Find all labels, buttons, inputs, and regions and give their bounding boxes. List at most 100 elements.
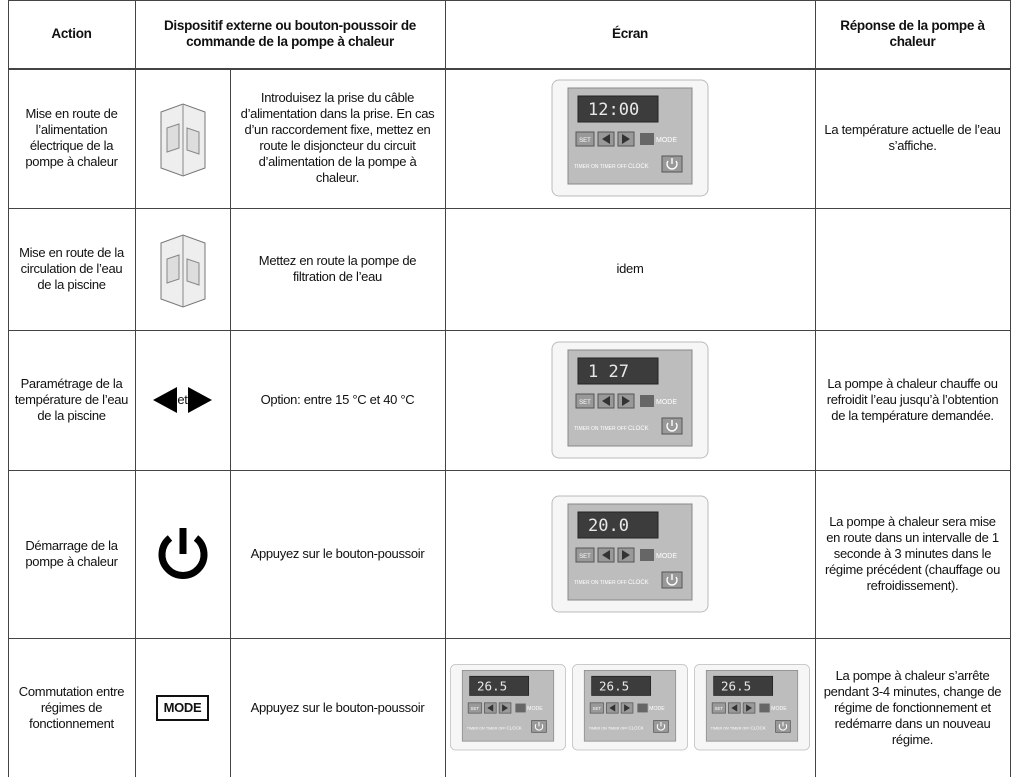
arrow-right [622,134,630,144]
row-line [8,330,1010,331]
row-line [8,0,1010,1]
timer-on-label: TIMER ON [589,727,607,731]
display-reading: 20.0 [588,516,629,536]
timer-on-label: TIMER ON [574,426,599,432]
display [591,676,652,697]
clock-label: CLOCK [628,580,649,586]
button-mode-label: MODE [771,706,787,712]
arrow-left [602,550,610,560]
action: Mise en route de la circulation de l’eau… [19,245,124,292]
column-line [815,0,816,777]
arrow-left [731,704,738,712]
response: La pompe à chaleur chauffe ou refroidit … [826,376,999,423]
arrow-right-icon [187,387,212,413]
display-reading: 12:00 [588,100,639,120]
button-set [575,393,595,409]
arrow-right [622,396,630,406]
mode-indicator [640,395,654,407]
mode-indicator [640,133,654,145]
button-mode-label: MODE [649,706,665,712]
button-set-label: SET [471,706,480,711]
device-text: Appuyez sur le bouton-poussoir [250,546,425,561]
arrow-keys: et [135,330,230,470]
control-panel: 20.0 SET MODE TIMER ON TIMER OFF CLOCK [551,495,709,613]
control-panel: 12:00 SET MODE TIMER ON TIMER OFF CLOCK [551,79,709,197]
power-symbol [158,528,207,579]
header-response: Réponse de la pompe à chaleur [840,18,985,49]
header-action: Action [51,26,92,41]
column-line [1010,0,1011,777]
action: Mise en route de l’alimentation électriq… [25,106,118,169]
button-mode-label: MODE [656,137,677,144]
power-symbol [656,722,666,731]
button-set-label: SET [579,138,591,144]
mode-indicator [637,703,648,713]
timer-off-label: TIMER OFF [600,426,627,432]
button-set-label: SET [579,554,591,560]
device-label: MODE [155,694,210,721]
breaker-face [166,104,199,176]
row-line [8,208,1010,209]
column-line [230,68,231,777]
button-mode-label: MODE [656,553,677,560]
display-reading: 26.5 [599,679,629,694]
button-mode-label: MODE [656,399,677,406]
clock-label: CLOCK [628,426,649,432]
clock-label: CLOCK [751,726,766,731]
control-panel: 26.5 SET MODE TIMER ON TIMER OFF CLOCK [450,664,566,751]
device-text: Mettez en route la pompe de filtration d… [258,253,417,284]
clock-label: CLOCK [628,164,649,170]
row-line [8,68,1010,70]
display [577,95,659,123]
button-set-label: SET [593,706,602,711]
button-set-label: SET [579,400,591,406]
arrow-left [602,134,610,144]
response: La pompe à chaleur sera mise en route da… [824,514,1001,593]
column-line [135,0,136,777]
timer-on-label: TIMER ON [574,164,599,170]
button-set [589,702,604,714]
device-label: et [177,392,188,407]
power-symbol [666,420,678,432]
device-text: Option: entre 15 °C et 40 °C [260,392,415,407]
timer-off-label: TIMER OFF [608,727,629,731]
mode-indicator [759,703,770,713]
power-icon [158,528,207,579]
screen-text: idem [616,261,644,276]
action: Commutation entre régimes de fonctionnem… [18,683,125,731]
button-set [711,702,726,714]
display-reading: 26.5 [477,679,507,694]
timer-off-label: TIMER OFF [486,727,507,731]
header-device: Dispositif externe ou bouton-poussoir de… [163,18,416,49]
power-symbol [534,722,544,731]
arrow-left-icon [153,387,178,413]
response: La température actuelle de l’eau s’affic… [824,122,1001,153]
power-symbol [666,158,678,170]
button-set [575,547,595,563]
arrow-right [622,550,630,560]
button-mode-label: MODE [527,706,543,712]
response: La pompe à chaleur s’arrête pendant 3-4 … [823,667,1002,747]
display-reading: 1 27 [588,362,629,382]
action: Démarrage de la pompe à chaleur [25,538,118,569]
timer-on-label: TIMER ON [574,580,599,586]
arrow-right [502,704,508,712]
row-line [8,470,1010,471]
arrow-left [487,704,494,712]
mode-indicator [640,549,654,561]
mode-indicator [515,703,526,713]
power-symbol [778,722,788,731]
control-panel: 26.5 SET MODE TIMER ON TIMER OFF CLOCK [572,664,688,751]
timer-off-label: TIMER OFF [600,164,627,170]
timer-on-label: TIMER ON [711,727,729,731]
timer-on-label: TIMER ON [467,727,485,731]
button-set [467,702,482,714]
device-text: Introduisez la prise du câble d’alimenta… [240,90,435,185]
display [577,357,659,385]
display [469,676,530,697]
display [577,511,659,539]
arrow-left [609,704,616,712]
power-symbol [666,574,678,586]
display-reading: 26.5 [721,679,751,694]
